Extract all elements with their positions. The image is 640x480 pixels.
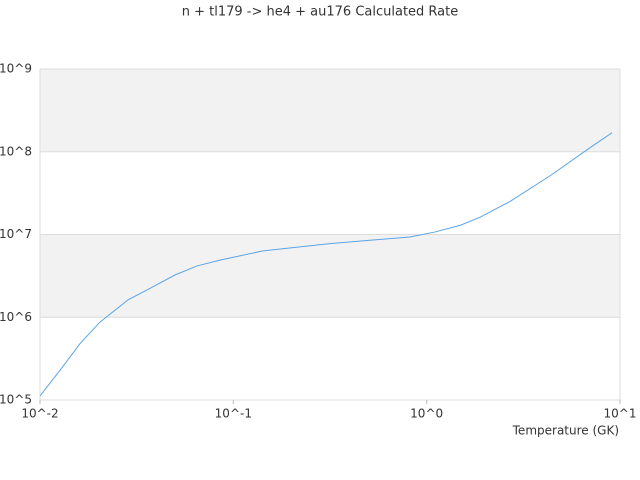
x-tick-label: 10^0 <box>410 407 443 421</box>
grid-band <box>40 234 620 318</box>
x-tick-label: 10^-2 <box>21 407 58 421</box>
grid-band <box>40 69 620 152</box>
y-tick-label: 10^9 <box>0 62 32 76</box>
y-tick-label: 10^7 <box>0 227 32 241</box>
y-tick-label: 10^8 <box>0 144 32 158</box>
x-tick-label: 10^-1 <box>215 407 252 421</box>
y-tick-label: 10^5 <box>0 393 32 407</box>
data-line <box>39 132 613 397</box>
x-axis-label: Temperature (GK) <box>512 424 619 438</box>
y-tick-label: 10^6 <box>0 310 32 324</box>
chart-title: n + tl179 -> he4 + au176 Calculated Rate <box>182 5 459 20</box>
x-tick-label: 10^1 <box>604 407 637 421</box>
